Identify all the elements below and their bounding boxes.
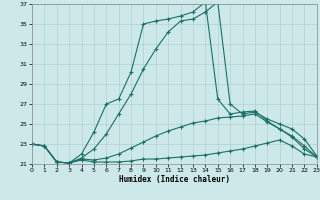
X-axis label: Humidex (Indice chaleur): Humidex (Indice chaleur) [119,175,230,184]
